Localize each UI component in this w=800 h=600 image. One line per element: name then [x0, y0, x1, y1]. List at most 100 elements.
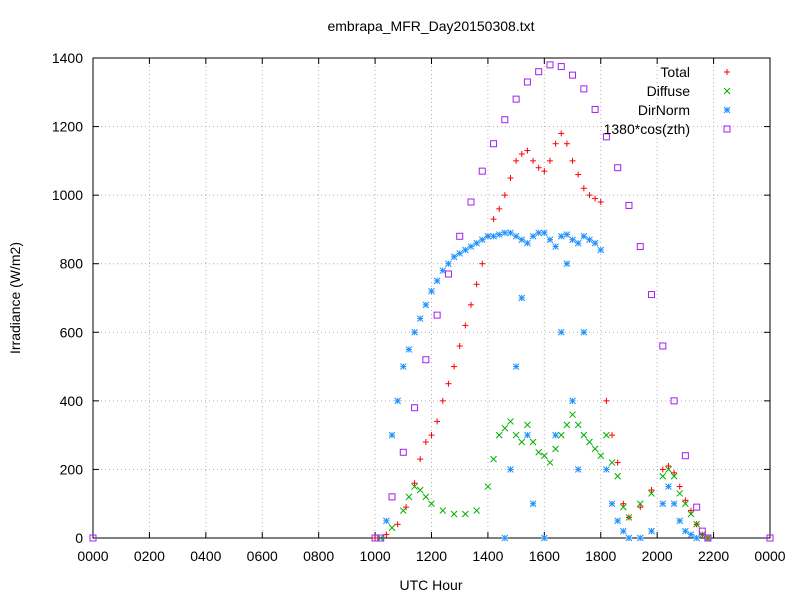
data-point	[670, 500, 678, 508]
data-point	[670, 397, 678, 405]
y-tick-label: 1200	[52, 119, 83, 135]
data-point	[388, 493, 396, 501]
data-point	[569, 71, 577, 79]
data-point	[676, 517, 684, 525]
data-point	[670, 472, 678, 480]
data-point	[704, 534, 712, 542]
legend-marker	[723, 87, 731, 95]
data-point	[586, 236, 593, 244]
data-point	[433, 277, 441, 285]
x-tick-label: 0600	[247, 548, 278, 564]
data-point	[557, 328, 565, 336]
data-point	[682, 500, 689, 508]
data-point	[665, 466, 672, 473]
data-point	[433, 311, 441, 319]
data-point	[507, 418, 514, 425]
data-point	[698, 527, 706, 535]
y-tick-label: 1000	[52, 187, 83, 203]
y-tick-label: 800	[60, 256, 84, 272]
x-tick-label: 0800	[303, 548, 334, 564]
data-point	[479, 260, 486, 267]
data-point	[603, 397, 610, 404]
data-point	[405, 346, 413, 353]
data-point	[648, 291, 656, 299]
data-point	[529, 500, 537, 508]
data-point	[422, 301, 430, 309]
data-point	[399, 363, 407, 370]
data-point	[495, 231, 503, 238]
data-point	[372, 535, 379, 541]
data-point	[625, 514, 633, 521]
data-point	[574, 239, 582, 247]
data-point	[501, 534, 509, 542]
data-point	[524, 147, 531, 154]
grid-lines	[93, 58, 770, 538]
series-dirnorm	[383, 229, 701, 542]
data-point	[688, 507, 695, 514]
data-point	[507, 229, 514, 237]
data-point	[501, 424, 509, 432]
legend-marker	[723, 106, 731, 114]
data-point	[473, 239, 480, 247]
data-point	[693, 520, 701, 528]
data-point	[614, 164, 622, 172]
data-point	[637, 504, 644, 511]
data-point	[422, 356, 430, 364]
x-tick-label: 0000	[754, 548, 785, 564]
data-point	[591, 239, 599, 247]
data-point	[518, 438, 526, 446]
data-point	[501, 192, 508, 199]
data-point	[467, 198, 475, 206]
data-point	[608, 500, 616, 508]
data-point	[473, 281, 480, 288]
data-point	[501, 116, 509, 124]
data-point	[540, 452, 548, 460]
data-point	[467, 301, 474, 308]
y-tick-label: 200	[60, 461, 84, 477]
data-point	[546, 236, 554, 244]
legend: Total Diffuse DirNorm 1380*cos(zth)	[604, 64, 731, 137]
data-point	[676, 490, 684, 497]
data-point	[490, 140, 498, 148]
data-point	[490, 232, 497, 240]
data-point	[377, 534, 385, 542]
data-point	[659, 472, 667, 480]
y-tick-label: 600	[60, 324, 84, 340]
data-point	[586, 192, 593, 199]
x-tick-label: 1800	[585, 548, 616, 564]
data-point	[422, 493, 430, 501]
x-tick-label: 1400	[472, 548, 503, 564]
data-point	[524, 431, 531, 439]
data-point	[439, 267, 447, 274]
data-point	[416, 315, 424, 322]
data-point	[671, 469, 678, 476]
data-point	[602, 133, 610, 141]
x-tick-label: 0000	[77, 548, 108, 564]
data-point	[450, 253, 458, 261]
x-tick-label: 2000	[642, 548, 673, 564]
data-point	[659, 466, 666, 473]
series-diffuse	[377, 411, 712, 542]
data-point	[569, 157, 576, 164]
data-point	[495, 431, 503, 439]
data-point	[535, 229, 543, 237]
data-point	[456, 232, 464, 240]
data-point	[399, 448, 407, 456]
data-point	[552, 445, 559, 453]
data-point	[388, 524, 396, 532]
data-point	[676, 483, 683, 490]
data-point	[580, 185, 587, 192]
data-point	[603, 431, 610, 439]
data-point	[648, 487, 655, 493]
data-point	[665, 463, 672, 469]
data-point	[608, 459, 616, 466]
data-point	[444, 270, 452, 278]
data-point	[687, 510, 695, 518]
data-point	[411, 483, 418, 490]
data-point	[546, 157, 553, 164]
data-point	[557, 63, 565, 71]
data-point	[512, 431, 520, 439]
data-point	[569, 411, 576, 418]
data-point	[518, 294, 526, 302]
data-point	[563, 231, 571, 238]
